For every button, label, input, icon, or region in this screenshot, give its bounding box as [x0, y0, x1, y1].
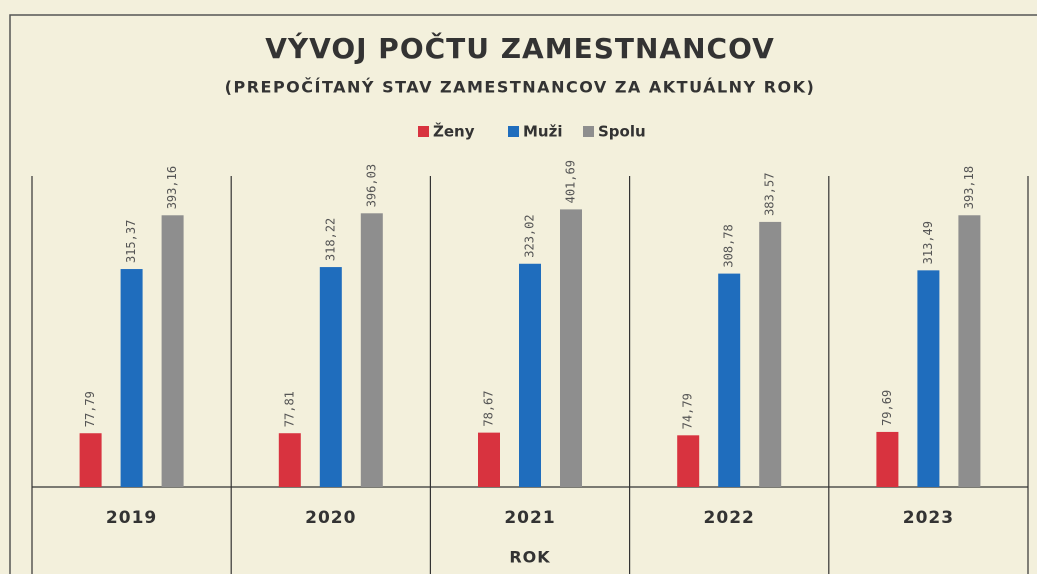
legend-swatch	[418, 126, 429, 137]
frame	[9, 14, 1037, 574]
bar	[677, 435, 700, 487]
bar	[519, 263, 541, 487]
value-label: 313,49	[921, 221, 935, 264]
legend-swatch	[583, 126, 594, 137]
value-label: 315,37	[124, 220, 138, 263]
value-label: 383,57	[763, 173, 777, 216]
value-label: 318,22	[323, 218, 337, 261]
value-label: 308,78	[722, 224, 736, 267]
bar	[560, 209, 582, 487]
value-label: 74,79	[681, 393, 695, 429]
bar	[478, 432, 500, 487]
chart-subtitle: (PREPOČÍTANÝ STAV ZAMESTNANCOV ZA AKTUÁL…	[225, 78, 816, 97]
chart-title: VÝVOJ POČTU ZAMESTNANCOV	[265, 31, 775, 65]
x-tick-label: 2020	[305, 508, 356, 528]
value-label: 393,18	[962, 166, 976, 209]
bar	[360, 213, 383, 488]
value-label: 323,02	[523, 214, 537, 257]
value-label: 77,79	[83, 391, 97, 427]
bar	[278, 433, 301, 487]
bar	[161, 215, 184, 487]
legend-label: Ženy	[433, 122, 475, 141]
value-label: 401,69	[564, 160, 578, 203]
value-label: 396,03	[364, 164, 378, 207]
value-label: 79,69	[880, 390, 894, 426]
bar	[79, 433, 102, 487]
legend-label: Spolu	[598, 123, 646, 141]
value-label: 393,16	[165, 166, 179, 209]
legend-label: Muži	[523, 123, 562, 141]
bar	[718, 273, 741, 487]
x-tick-label: 2021	[504, 508, 555, 528]
legend-swatch	[508, 126, 519, 137]
x-tick-label: 2019	[106, 508, 157, 528]
x-tick-label: 2023	[903, 508, 954, 528]
bar	[759, 221, 782, 487]
value-label: 78,67	[482, 391, 496, 427]
bar	[319, 267, 342, 487]
value-label: 77,81	[282, 391, 296, 427]
x-axis-title: ROK	[509, 548, 550, 567]
x-tick-label: 2022	[704, 508, 755, 528]
bar	[876, 431, 899, 487]
bar	[120, 269, 143, 487]
bar	[958, 215, 981, 488]
bar	[917, 270, 940, 487]
